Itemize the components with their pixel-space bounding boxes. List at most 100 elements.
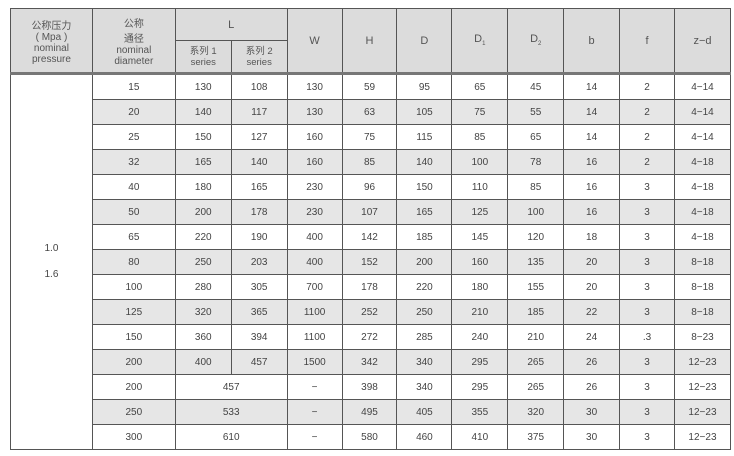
- header-W: W: [286, 8, 343, 74]
- cell: 180: [174, 174, 232, 200]
- cell: 400: [286, 249, 343, 275]
- cell: 117: [230, 99, 288, 125]
- cell: 4−14: [673, 99, 732, 125]
- cell: 108: [230, 73, 288, 100]
- header-nominal-diameter: 公称 通径 nominal diameter: [91, 8, 176, 74]
- table-row: 100 280 305 700 178 220 180 155 20 3 8−18: [11, 274, 732, 300]
- cell: 150: [91, 324, 176, 350]
- cell: 20: [91, 99, 176, 125]
- cell: 120: [507, 224, 565, 250]
- cell: 4−18: [673, 224, 732, 250]
- cell: 295: [451, 374, 509, 400]
- cell: 65: [507, 124, 565, 150]
- table-row: 1.0 1.6 15 130 108 130 59 95 65 45 14 2 4−14: [10, 73, 732, 450]
- cell: 100: [91, 274, 176, 300]
- cell: 3: [619, 174, 675, 200]
- cell: 135: [507, 249, 565, 275]
- cell: 285: [396, 324, 453, 350]
- cell: 8−18: [673, 249, 732, 275]
- cell: 4−18: [673, 199, 732, 225]
- header-D2: D2: [507, 8, 565, 74]
- cell: 340: [396, 349, 453, 375]
- cell: 185: [507, 299, 565, 325]
- cell: 107: [341, 199, 398, 225]
- table-row: 32 165 140 160 85 140 100 78 16 2 4−18: [11, 149, 732, 175]
- header-series-1: 系列 1 series: [174, 40, 232, 74]
- cell: −: [286, 424, 343, 450]
- cell: 78: [507, 149, 565, 175]
- header-D: D: [396, 8, 453, 74]
- cell: 533: [174, 399, 288, 425]
- header-b: b: [563, 8, 621, 74]
- cell: 12−23: [673, 374, 732, 400]
- cell: 152: [341, 249, 398, 275]
- cell: 85: [507, 174, 565, 200]
- cell: 22: [563, 299, 621, 325]
- cell: 145: [451, 224, 509, 250]
- cell: 460: [396, 424, 453, 450]
- cell: 59: [341, 73, 398, 100]
- cell: 165: [396, 199, 453, 225]
- cell: 14: [563, 73, 621, 100]
- cell: 165: [230, 174, 288, 200]
- table-row: 300 610−580 460 410 375 30 3 12−23: [11, 424, 732, 450]
- cell: 200: [91, 374, 176, 400]
- cell: 320: [507, 399, 565, 425]
- cell: 210: [451, 299, 509, 325]
- cell: 210: [507, 324, 565, 350]
- cell: 125: [91, 299, 176, 325]
- cell: 55: [507, 99, 565, 125]
- cell: 178: [230, 199, 288, 225]
- table-row: 125 320 365 1100 252 250 210 185 22 3 8−18: [11, 299, 732, 325]
- cell: 8−18: [673, 274, 732, 300]
- cell: 12−23: [673, 399, 732, 425]
- cell: 185: [396, 224, 453, 250]
- cell: 30: [563, 399, 621, 425]
- cell: 400: [286, 224, 343, 250]
- cell: 400: [174, 349, 232, 375]
- table-row: 20 140 117 130 63 105 75 55 14 2 4−14: [11, 99, 732, 125]
- pressure-value: 1.6: [44, 269, 59, 280]
- cell: 65: [91, 224, 176, 250]
- cell: 365: [230, 299, 288, 325]
- cell: 3: [619, 399, 675, 425]
- cell: 180: [451, 274, 509, 300]
- cell: 200: [396, 249, 453, 275]
- cell: 140: [396, 149, 453, 175]
- cell: −: [286, 399, 343, 425]
- cell: 230: [286, 174, 343, 200]
- cell: 125: [451, 199, 509, 225]
- table-row: 65 220 190 400 142 185 145 120 18 3 4−18: [11, 224, 732, 250]
- cell: 26: [563, 349, 621, 375]
- cell: 110: [451, 174, 509, 200]
- cell: 1100: [286, 324, 343, 350]
- cell: 1500: [286, 349, 343, 375]
- cell: 26: [563, 374, 621, 400]
- flange-dimension-table: 公称压力( Mpa ) nominal pressure 公称 通径 nominal di…: [10, 8, 732, 450]
- header-D1: D1: [451, 8, 509, 74]
- header-f: f: [619, 8, 675, 74]
- cell: 80: [91, 249, 176, 275]
- cell: 457: [174, 374, 288, 400]
- table-row: 40 180 165 230 96 150 110 85 16 3 4−18: [11, 174, 732, 200]
- cell: 16: [563, 199, 621, 225]
- cell: 155: [507, 274, 565, 300]
- cell: 160: [451, 249, 509, 275]
- cell: 250: [174, 249, 232, 275]
- table-row: 25 150 127 160 75 115 85 65 14 2 4−14: [11, 124, 732, 150]
- table-row: 50 200 178 230 107 165 125 100 16 3 4−18: [11, 199, 732, 225]
- cell: 1100: [286, 299, 343, 325]
- table-row: 200 400 457 1500 342 340 295 265 26 3 12−23: [11, 349, 732, 375]
- cell: 40: [91, 174, 176, 200]
- table-row: 150 360 394 1100 272 285 240 210 24.3 8−23: [11, 324, 732, 350]
- table-row: 200 457−398 340 295 265 26 3 12−23: [11, 374, 732, 400]
- pressure-value: 1.0: [44, 243, 59, 254]
- cell: 63: [341, 99, 398, 125]
- cell: 45: [507, 73, 565, 100]
- cell: 96: [341, 174, 398, 200]
- cell: 100: [507, 199, 565, 225]
- cell: 2: [619, 73, 675, 100]
- cell: 130: [286, 99, 343, 125]
- cell: 3: [619, 374, 675, 400]
- cell: 610: [174, 424, 288, 450]
